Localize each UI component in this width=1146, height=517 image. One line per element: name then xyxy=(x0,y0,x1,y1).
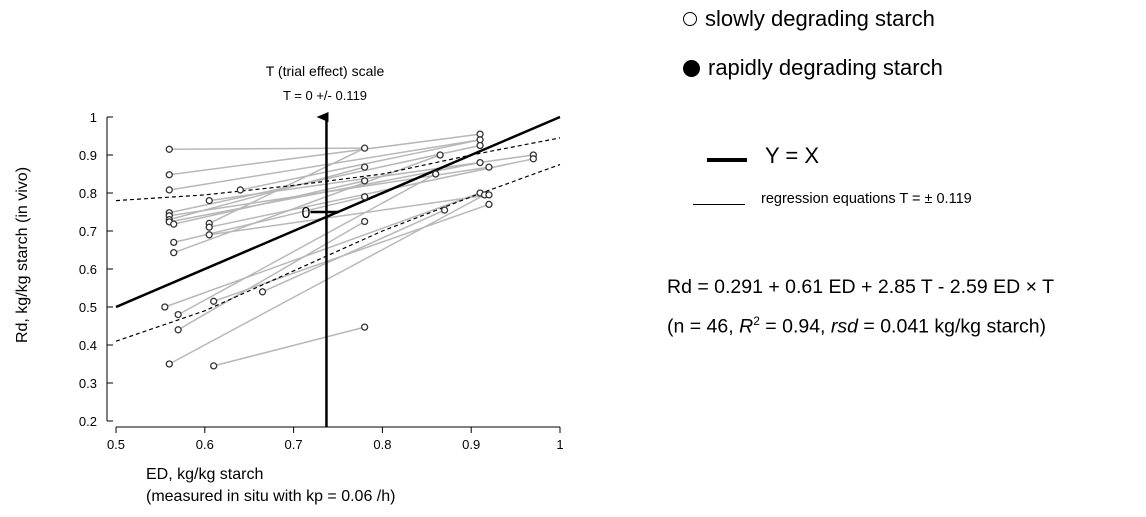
data-point xyxy=(210,297,218,305)
data-point xyxy=(165,186,173,194)
data-point xyxy=(436,151,444,159)
data-point xyxy=(485,200,493,209)
y-tick-label: 0.7 xyxy=(79,224,97,239)
connecting-line xyxy=(177,220,366,331)
data-points xyxy=(161,130,538,370)
y-axis-label: Rd, kg/kg starch (in vivo) xyxy=(14,166,31,344)
data-point xyxy=(360,144,369,152)
legend-yx: Y = X xyxy=(707,143,819,169)
data-point xyxy=(205,196,213,205)
connecting-line xyxy=(240,139,481,191)
data-point xyxy=(174,310,182,319)
data-point xyxy=(161,303,169,311)
stats-n: (n = 46, xyxy=(667,315,740,338)
x-tick-label: 0.9 xyxy=(462,437,480,452)
legend-regression: regression equations T = ± 0.119 xyxy=(693,191,972,207)
connecting-line xyxy=(209,194,490,236)
data-point xyxy=(170,220,178,228)
y-tick-label: 0.8 xyxy=(79,186,97,201)
connecting-line xyxy=(173,196,365,244)
connecting-line xyxy=(164,192,481,308)
connecting-line xyxy=(169,147,365,151)
connecting-line xyxy=(169,144,481,214)
connecting-line xyxy=(213,326,365,367)
data-point xyxy=(360,217,369,226)
legend-slow-label: slowly degrading starch xyxy=(705,6,935,31)
stats-rsd-value: = 0.041 kg/kg starch) xyxy=(857,315,1047,338)
data-point xyxy=(476,141,484,150)
x-tick-label: 0.5 xyxy=(107,437,125,452)
connecting-line xyxy=(169,139,481,191)
connecting-line xyxy=(169,166,365,221)
legend-yx-label: Y = X xyxy=(765,143,820,168)
data-point xyxy=(165,171,173,179)
data-point xyxy=(360,193,369,201)
reference-lines xyxy=(115,115,561,342)
data-point xyxy=(360,177,369,185)
data-point xyxy=(205,223,213,231)
data-point xyxy=(170,249,178,257)
y-tick-label: 0.9 xyxy=(79,148,97,163)
legend-slow: slowly degrading starch xyxy=(683,6,935,32)
data-point xyxy=(236,186,244,194)
data-point xyxy=(258,288,267,296)
data-point xyxy=(360,323,369,331)
data-point xyxy=(529,155,538,163)
x-tick-label: 0.7 xyxy=(285,437,303,452)
t-scale-subtitle: T = 0 +/- 0.119 xyxy=(282,88,368,103)
data-point xyxy=(174,326,182,334)
t-scale-title: T (trial effect) scale xyxy=(265,63,385,79)
open-circle-icon xyxy=(683,12,697,26)
data-point xyxy=(440,206,449,214)
legend-rapid: rapidly degrading starch xyxy=(683,55,943,81)
y-tick-label: 0.6 xyxy=(79,262,97,277)
data-point xyxy=(165,145,173,153)
t-zero-label: 0 xyxy=(302,205,311,222)
thin-line-icon xyxy=(693,203,745,205)
data-point xyxy=(485,191,493,199)
x-tick-label: 0.8 xyxy=(373,437,391,452)
y-tick-label: 0.5 xyxy=(79,300,97,315)
x-tick-label: 1 xyxy=(556,437,563,452)
connecting-line xyxy=(169,133,481,176)
data-point xyxy=(360,163,369,171)
connecting-line xyxy=(177,173,437,316)
connecting-line xyxy=(262,209,445,293)
regression-line xyxy=(115,137,561,202)
axes: 0.2 0.3 0.4 0.5 0.6 0.7 0.8 0.9 1 0.5 0.6 0.7 0.8 0.9… xyxy=(79,110,564,452)
data-point xyxy=(205,231,213,239)
regression-equation: Rd = 0.291 + 0.61 ED + 2.85 T - 2.59 ED … xyxy=(667,276,1055,298)
data-point xyxy=(485,163,493,171)
y-tick-label: 0.4 xyxy=(79,338,97,353)
connecting-lines xyxy=(164,133,534,367)
x-axis-note: (measured in situ with kp = 0.06 /h) xyxy=(146,488,396,505)
y-tick-label: 0.2 xyxy=(79,414,97,429)
regression-stats: (n = 46, R2 = 0.94, rsd = 0.041 kg/kg st… xyxy=(667,314,1046,339)
t-scale-axis: 0 xyxy=(302,112,339,427)
stats-r-symbol: R xyxy=(739,315,754,338)
legend-regression-label: regression equations T = ± 0.119 xyxy=(761,191,972,207)
legend-rapid-label: rapidly degrading starch xyxy=(708,55,943,80)
filled-circle-icon xyxy=(683,59,700,77)
data-point xyxy=(170,238,178,247)
connecting-line xyxy=(209,158,534,228)
x-tick-label: 0.6 xyxy=(196,437,214,452)
data-point xyxy=(432,170,440,178)
y-tick-label: 1 xyxy=(90,110,97,125)
y-tick-label: 0.3 xyxy=(79,376,97,391)
regression-line xyxy=(115,163,561,342)
connecting-line xyxy=(173,180,365,225)
stats-rsd-symbol: rsd xyxy=(830,315,858,338)
data-point xyxy=(165,360,173,368)
stats-r-sup: 2 xyxy=(753,314,760,328)
thick-line-icon xyxy=(707,158,747,162)
stats-r2-value: = 0.94, xyxy=(759,315,831,338)
data-point xyxy=(210,362,218,370)
x-axis-label: ED, kg/kg starch xyxy=(146,466,264,483)
connecting-line xyxy=(213,203,490,303)
data-point xyxy=(476,158,484,167)
